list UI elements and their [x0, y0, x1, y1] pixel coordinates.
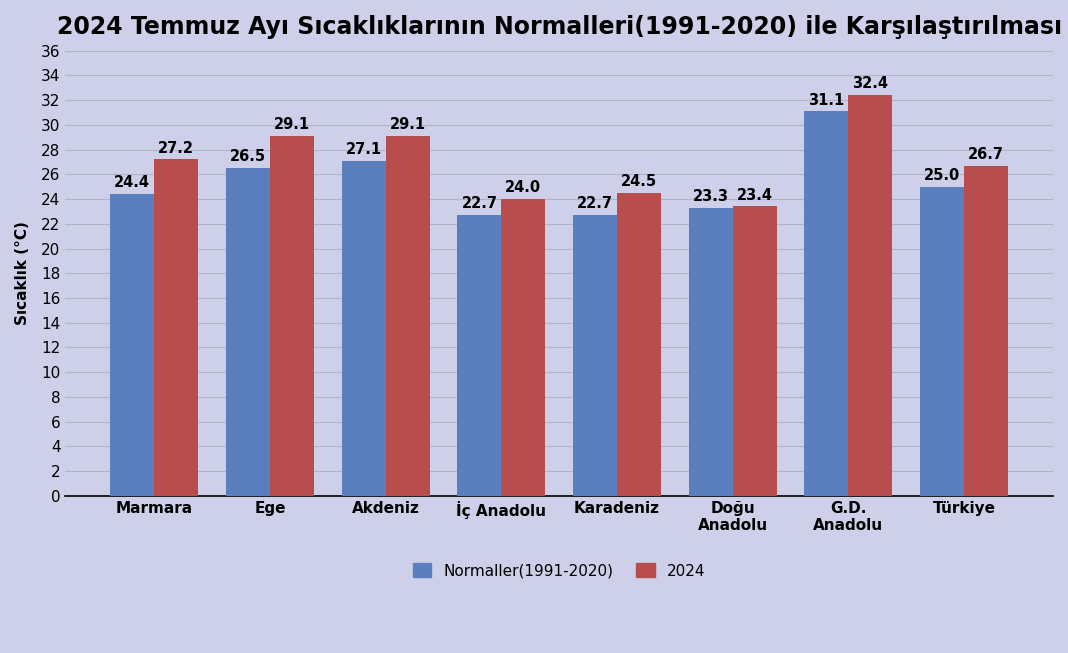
Text: 24.4: 24.4: [114, 176, 151, 191]
Text: 27.1: 27.1: [346, 142, 381, 157]
Text: 23.3: 23.3: [693, 189, 728, 204]
Text: 22.7: 22.7: [461, 197, 498, 212]
Text: 25.0: 25.0: [924, 168, 960, 183]
Bar: [921, 187, 964, 496]
Bar: [226, 168, 270, 496]
Text: 31.1: 31.1: [808, 93, 845, 108]
Bar: [804, 111, 848, 496]
Text: 29.1: 29.1: [273, 118, 310, 133]
Bar: [501, 199, 546, 496]
Bar: [964, 166, 1008, 496]
Bar: [689, 208, 733, 496]
Text: 26.5: 26.5: [230, 150, 266, 165]
Legend: Normaller(1991-2020), 2024: Normaller(1991-2020), 2024: [406, 556, 713, 586]
Text: 24.0: 24.0: [505, 180, 541, 195]
Bar: [342, 161, 386, 496]
Bar: [457, 215, 501, 496]
Text: 27.2: 27.2: [158, 141, 194, 156]
Bar: [574, 215, 617, 496]
Bar: [386, 136, 429, 496]
Bar: [270, 136, 314, 496]
Bar: [733, 206, 776, 496]
Bar: [110, 194, 154, 496]
Title: 2024 Temmuz Ayı Sıcaklıklarının Normalleri(1991-2020) ile Karşılaştırılması: 2024 Temmuz Ayı Sıcaklıklarının Normalle…: [57, 15, 1062, 39]
Bar: [848, 95, 893, 496]
Text: 23.4: 23.4: [737, 188, 773, 203]
Text: 24.5: 24.5: [621, 174, 657, 189]
Text: 32.4: 32.4: [852, 76, 889, 91]
Text: 29.1: 29.1: [390, 118, 426, 133]
Y-axis label: Sıcaklık (°C): Sıcaklık (°C): [15, 221, 30, 325]
Bar: [617, 193, 661, 496]
Bar: [154, 159, 199, 496]
Text: 26.7: 26.7: [968, 147, 1004, 162]
Text: 22.7: 22.7: [577, 197, 613, 212]
